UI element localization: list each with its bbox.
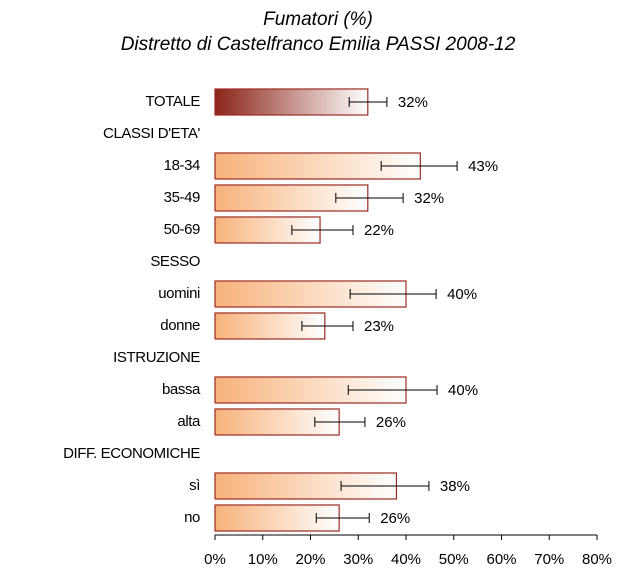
category-label: CLASSI D'ETA' <box>103 125 200 142</box>
chart-title: Fumatori (%) <box>263 9 373 30</box>
x-tick-label: 80% <box>582 551 612 568</box>
category-label: uomini <box>158 285 200 302</box>
x-tick-label: 40% <box>391 551 421 568</box>
category-label: SESSO <box>150 253 200 270</box>
category-label: bassa <box>162 381 201 398</box>
chart-subtitle: Distretto di Castelfranco Emilia PASSI 2… <box>121 34 516 55</box>
value-label: 23% <box>364 318 394 335</box>
x-tick-label: 60% <box>486 551 516 568</box>
category-label: sì <box>189 477 200 494</box>
category-label: alta <box>177 413 201 430</box>
category-label: 18-34 <box>164 157 200 174</box>
category-label: ISTRUZIONE <box>113 349 200 366</box>
value-label: 32% <box>398 94 428 111</box>
category-label: 50-69 <box>164 221 200 238</box>
x-tick-label: 10% <box>248 551 278 568</box>
category-label: no <box>184 509 200 526</box>
value-label: 26% <box>380 510 410 527</box>
value-label: 26% <box>376 414 406 431</box>
category-label: 35-49 <box>164 189 200 206</box>
value-label: 40% <box>447 286 477 303</box>
value-label: 22% <box>364 222 394 239</box>
bar <box>214 88 369 116</box>
x-tick-label: 30% <box>343 551 373 568</box>
x-tick-label: 70% <box>534 551 564 568</box>
value-label: 38% <box>440 478 470 495</box>
value-label: 32% <box>414 190 444 207</box>
x-tick-label: 20% <box>295 551 325 568</box>
x-tick-label: 0% <box>204 551 226 568</box>
value-label: 40% <box>448 382 478 399</box>
category-label: donne <box>160 317 200 334</box>
value-label: 43% <box>468 158 498 175</box>
x-tick-label: 50% <box>439 551 469 568</box>
category-label: TOTALE <box>145 93 200 110</box>
category-label: DIFF. ECONOMICHE <box>63 445 200 462</box>
